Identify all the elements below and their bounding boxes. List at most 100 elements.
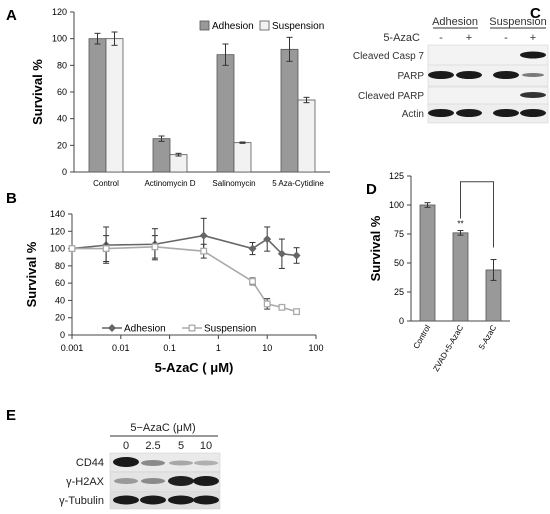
bar [233, 142, 252, 173]
x-tick-label: Control [412, 323, 433, 350]
band [428, 109, 454, 117]
band [141, 460, 165, 466]
band [193, 495, 219, 505]
bar [297, 99, 316, 173]
blot-e-row-label: γ-H2AX [66, 476, 105, 488]
blot-e-header: 5−AzaC (μM) [130, 422, 195, 434]
y-axis-label: Survival % [368, 215, 383, 281]
y-tick-label: 50 [394, 258, 404, 268]
blot-c-group-adhesion: Adhesion [432, 16, 478, 28]
x-tick-label: 0.01 [112, 343, 130, 353]
bar [169, 154, 188, 173]
legend-label: Suspension [272, 21, 324, 32]
data-point [151, 243, 159, 251]
legend-marker [108, 324, 116, 332]
data-point [278, 303, 286, 311]
band [113, 495, 139, 505]
panel-label-b: B [6, 190, 17, 207]
y-tick-label: 20 [55, 313, 65, 323]
legend-label: Adhesion [124, 324, 166, 335]
x-tick-label: 1 [216, 343, 221, 353]
y-tick-label: 60 [57, 87, 67, 97]
y-axis-label: Survival % [24, 241, 39, 307]
data-point [199, 231, 208, 240]
blot-c-lane-3: - [504, 32, 508, 44]
y-tick-label: 100 [50, 244, 65, 254]
band [520, 51, 546, 59]
panel-label-a: A [6, 7, 17, 24]
y-tick-label: 75 [394, 229, 404, 239]
y-tick-label: 120 [50, 226, 65, 236]
blot-e-dose: 2.5 [145, 440, 160, 452]
y-tick-label: 20 [57, 140, 67, 150]
legend-marker [188, 324, 196, 332]
band [194, 460, 218, 466]
blot-e-dose: 5 [178, 440, 184, 452]
blot-e-row-label: γ-Tubulin [59, 495, 104, 507]
data-point [68, 245, 76, 253]
data-point [248, 244, 257, 253]
data-point [249, 277, 256, 285]
y-tick-label: 60 [55, 278, 65, 288]
band [428, 71, 454, 79]
data-point [293, 308, 301, 316]
band [520, 109, 546, 117]
y-tick-label: 40 [57, 114, 67, 124]
y-tick-label: 125 [389, 171, 404, 181]
y-tick-label: 0 [60, 330, 65, 340]
panel-label-d: D [366, 181, 377, 198]
x-tick-label: 5-AzaC [477, 323, 498, 351]
legend-swatch [259, 20, 270, 31]
y-tick-label: 100 [52, 34, 67, 44]
blot-c-lane-2: + [466, 32, 472, 44]
x-tick-label: 100 [308, 343, 323, 353]
legend-label: Adhesion [212, 21, 254, 32]
band [141, 478, 165, 484]
y-tick-label: 40 [55, 295, 65, 305]
blot-c-row-label: Actin [402, 109, 424, 120]
panel-label-c: C [530, 5, 541, 22]
blot-e: 5−AzaC (μM) 0 2.5 5 10 CD44 γ-H2AX γ-Tub… [59, 422, 221, 510]
chart-b: 0 20 40 60 80 100 120 140 0.001 0.01 0.1 1 10 100 Surv… [24, 209, 324, 375]
data-point [200, 247, 208, 255]
x-tick-label: 5 Aza-Cytidine [272, 179, 324, 188]
y-tick-label: 0 [399, 316, 404, 326]
bar [105, 38, 124, 173]
y-tick-label: 100 [389, 200, 404, 210]
band [193, 476, 219, 486]
blot-e-dose: 10 [200, 440, 212, 452]
bar [280, 48, 299, 173]
panel-label-e: E [6, 407, 16, 424]
x-tick-label: 10 [262, 343, 272, 353]
legend-swatch [199, 20, 210, 31]
y-tick-label: 80 [57, 60, 67, 70]
band [522, 73, 544, 77]
x-tick-label: 0.001 [61, 343, 84, 353]
blot-c-row-label: Cleaved Casp 7 [353, 51, 425, 62]
x-tick-label: Control [93, 179, 119, 188]
data-point [263, 235, 272, 244]
band [456, 71, 482, 79]
blot-c: Adhesion Suspension 5-AzaC - + - + Cleav… [353, 16, 549, 124]
y-tick-label: 120 [52, 7, 67, 17]
blot-e-dose: 0 [123, 440, 129, 452]
y-tick-label: 140 [50, 209, 65, 219]
data-point [102, 245, 110, 253]
band [140, 495, 166, 505]
y-axis-label: Survival % [30, 59, 45, 125]
data-point [292, 251, 301, 260]
x-tick-label: Actinomycin D [144, 179, 195, 188]
significance-mark: ** [457, 220, 463, 229]
significance-bracket [460, 181, 494, 248]
y-tick-label: 80 [55, 261, 65, 271]
blot-e-row-label: CD44 [76, 457, 104, 469]
x-tick-label: ZVAD+5-AzaC [431, 323, 465, 373]
data-point [263, 300, 271, 308]
series-line [71, 234, 297, 257]
legend-label: Suspension [204, 324, 256, 335]
blot-c-row-label: Cleaved PARP [358, 91, 424, 102]
blot-c-lane-4: + [530, 32, 536, 44]
x-tick-label: 0.1 [163, 343, 176, 353]
y-tick-label: 25 [394, 287, 404, 297]
